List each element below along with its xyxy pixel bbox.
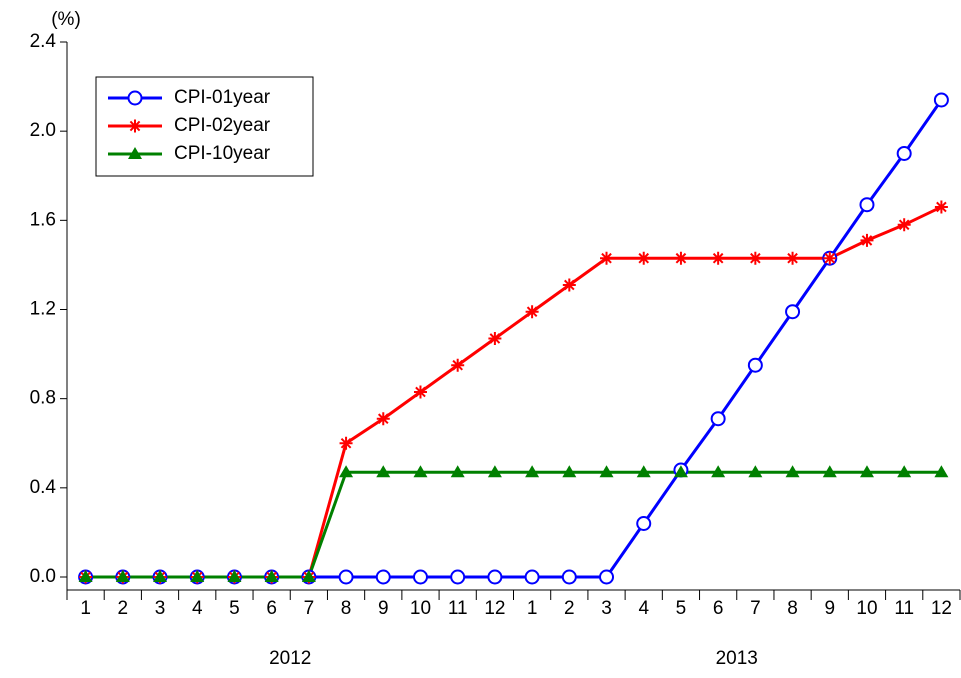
- marker: [860, 233, 874, 247]
- marker: [450, 569, 466, 585]
- marker: [786, 251, 800, 265]
- series-line: [85, 205, 943, 579]
- marker: [636, 465, 651, 478]
- x-tick-label: 6: [266, 598, 277, 619]
- marker: [711, 465, 726, 478]
- x-tick-label: 3: [601, 598, 612, 619]
- marker: [934, 465, 949, 478]
- x-tick-label: 3: [155, 598, 166, 619]
- x-tick-label: 5: [676, 598, 687, 619]
- marker: [525, 305, 539, 319]
- x-tick-label: 8: [787, 598, 798, 619]
- marker: [413, 465, 428, 478]
- marker: [748, 465, 763, 478]
- x-tick-label: 4: [638, 598, 649, 619]
- marker: [933, 92, 949, 108]
- marker: [636, 516, 652, 531]
- marker: [375, 569, 391, 585]
- marker: [561, 569, 577, 585]
- y-tick-label: 2.4: [30, 31, 57, 52]
- marker: [673, 465, 688, 478]
- marker: [128, 147, 142, 159]
- marker: [338, 569, 354, 585]
- marker: [488, 331, 502, 345]
- x-tick-label: 12: [484, 598, 505, 619]
- marker: [637, 251, 651, 265]
- marker: [785, 304, 801, 320]
- marker: [487, 569, 503, 585]
- marker: [896, 145, 912, 161]
- x-tick-label: 2: [564, 598, 575, 619]
- marker: [412, 569, 428, 585]
- marker: [78, 570, 93, 582]
- marker: [525, 465, 540, 478]
- series-line: [85, 470, 942, 579]
- y-tick-label: 0.4: [30, 477, 57, 498]
- y-tick-label: 1.6: [30, 209, 56, 230]
- marker: [301, 570, 316, 582]
- marker: [859, 465, 874, 478]
- marker: [413, 385, 427, 399]
- marker: [897, 218, 911, 232]
- marker: [487, 465, 502, 478]
- marker: [450, 465, 465, 478]
- marker: [339, 465, 354, 478]
- x-tick-label: 1: [527, 598, 538, 619]
- x-tick-label: 10: [410, 598, 431, 619]
- marker: [339, 436, 353, 450]
- marker: [115, 570, 130, 582]
- marker: [747, 357, 763, 373]
- marker: [153, 570, 168, 582]
- marker: [599, 465, 614, 478]
- x-tick-label: 7: [750, 598, 761, 619]
- legend-label: CPI-01year: [174, 87, 271, 108]
- y-tick-label: 1.2: [30, 299, 56, 320]
- marker: [128, 119, 142, 133]
- marker: [562, 465, 577, 478]
- marker: [748, 251, 762, 265]
- marker: [785, 465, 800, 478]
- x-tick-label: 9: [824, 598, 835, 619]
- marker: [674, 251, 688, 265]
- x-tick-label: 11: [448, 598, 468, 619]
- x-tick-label: 9: [378, 598, 389, 619]
- x-tick-label: 12: [931, 598, 952, 619]
- x-tick-label: 11: [894, 598, 914, 619]
- marker: [524, 569, 540, 585]
- marker: [859, 197, 875, 213]
- marker: [599, 569, 615, 585]
- x-tick-label: 1: [80, 598, 91, 619]
- y-tick-label: 0.0: [30, 566, 56, 587]
- marker: [451, 358, 465, 372]
- marker: [711, 251, 725, 265]
- x-tick-label: 2: [118, 598, 129, 619]
- y-axis-label: (%): [51, 9, 81, 30]
- marker: [562, 278, 576, 292]
- legend-label: CPI-02year: [174, 115, 271, 136]
- y-tick-label: 0.8: [30, 388, 56, 409]
- marker: [376, 465, 391, 478]
- x-tick-label: 4: [192, 598, 203, 619]
- marker: [600, 251, 614, 265]
- marker: [127, 90, 143, 106]
- marker: [376, 412, 390, 426]
- legend-label: CPI-10year: [174, 143, 271, 164]
- marker: [822, 465, 837, 478]
- x-tick-label: 5: [229, 598, 240, 619]
- marker: [264, 570, 279, 582]
- marker: [227, 570, 242, 582]
- x-group-label: 2012: [269, 648, 311, 669]
- marker: [823, 251, 837, 265]
- x-tick-label: 7: [304, 598, 315, 619]
- marker: [934, 200, 948, 214]
- x-tick-label: 10: [856, 598, 877, 619]
- y-tick-label: 2.0: [30, 120, 56, 141]
- marker: [710, 411, 726, 427]
- x-tick-label: 8: [341, 598, 352, 619]
- x-group-label: 2013: [716, 648, 758, 669]
- marker: [897, 465, 912, 478]
- marker: [190, 570, 205, 582]
- x-tick-label: 6: [713, 598, 724, 619]
